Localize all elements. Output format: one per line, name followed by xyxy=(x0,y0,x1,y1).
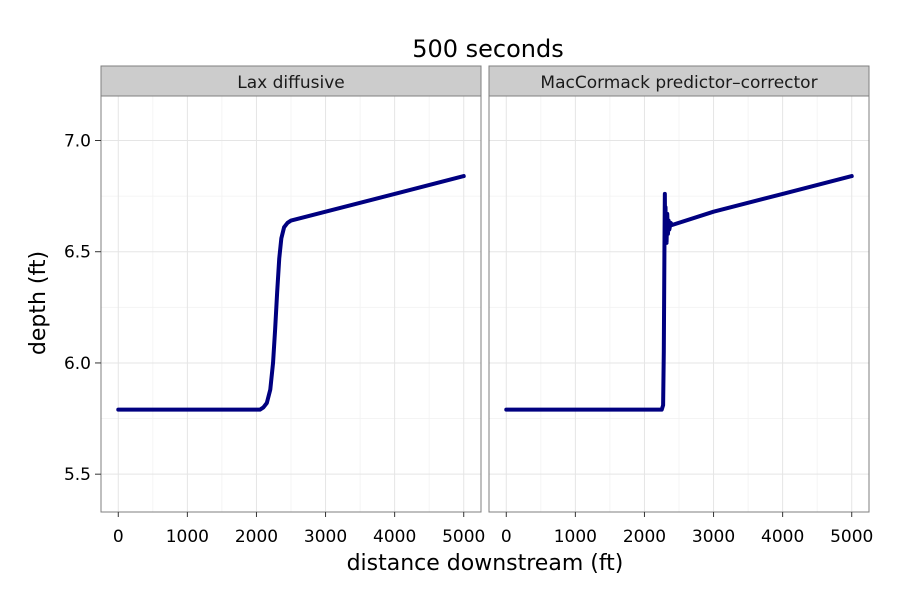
panel-strip xyxy=(100,65,482,97)
y-tick-label: 5.5 xyxy=(64,465,91,485)
x-axes: 0 1000 2000 3000 4000 5000 0 1000 2000 3000 4000 50… xyxy=(113,512,873,547)
series-line xyxy=(116,174,466,412)
panel-strip-label: MacCormack predictor–corrector xyxy=(540,73,817,93)
panel-strip-label: Lax diffusive xyxy=(237,73,344,93)
y-tick-label: 6.5 xyxy=(64,243,91,263)
y-axis-title: depth (ft) xyxy=(26,251,51,355)
x-tick-label: 4000 xyxy=(761,527,804,547)
panel-strip xyxy=(488,65,870,97)
x-tick-label: 1000 xyxy=(166,527,209,547)
x-tick-label: 4000 xyxy=(373,527,416,547)
x-tick-label: 2000 xyxy=(235,527,278,547)
x-tick-label: 5000 xyxy=(442,527,485,547)
series-line xyxy=(504,174,854,412)
y-tick-label: 6.0 xyxy=(64,354,91,374)
panels: Lax diffusive MacCormack predictor–correc… xyxy=(100,65,870,513)
y-axis: 5.5 6.0 6.5 7.0 xyxy=(64,131,101,485)
x-tick-label: 3000 xyxy=(692,527,735,547)
y-tick-label: 7.0 xyxy=(64,131,91,151)
x-axis-title: distance downstream (ft) xyxy=(347,551,624,576)
x-tick-label: 1000 xyxy=(554,527,597,547)
panel-border xyxy=(488,95,870,513)
x-tick-label: 3000 xyxy=(304,527,347,547)
panel-1: Lax diffusive xyxy=(100,65,482,513)
x-tick-label: 0 xyxy=(113,527,124,547)
x-tick-label: 0 xyxy=(501,527,512,547)
chart-title: 500 seconds xyxy=(412,35,564,63)
x-tick-label: 2000 xyxy=(623,527,666,547)
panel-2: MacCormack predictor–corrector xyxy=(488,65,870,513)
panel-border xyxy=(100,95,482,513)
x-tick-label: 5000 xyxy=(830,527,873,547)
